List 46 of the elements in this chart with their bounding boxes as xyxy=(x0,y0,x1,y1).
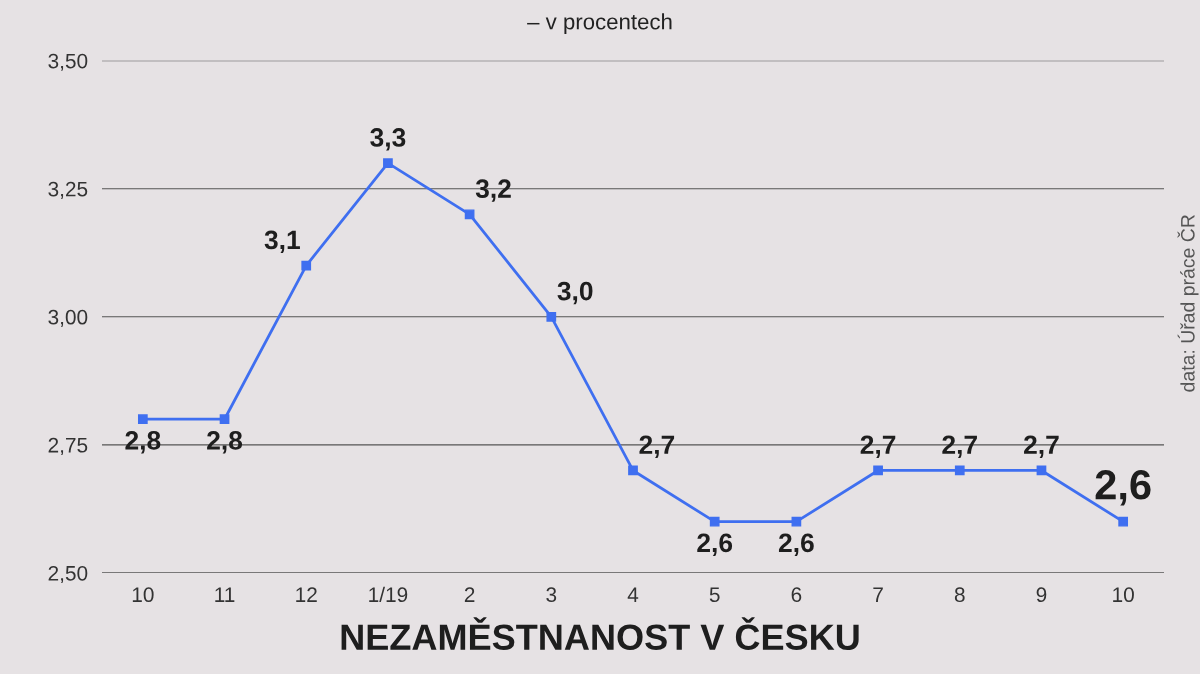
y-tick-label: 3,50 xyxy=(48,53,88,71)
x-tick-label: 9 xyxy=(1036,587,1047,603)
x-tick-label: 1/19 xyxy=(369,586,408,603)
point xyxy=(709,516,720,527)
x-tick-label: 2 xyxy=(464,587,475,602)
x-tick-label: 10 xyxy=(1113,587,1134,603)
data-label: 3,2 xyxy=(475,179,511,202)
point xyxy=(137,414,148,425)
y-tick-label: 2,75 xyxy=(48,437,88,456)
point xyxy=(954,465,965,476)
y-tick-label: 3,25 xyxy=(48,181,88,199)
x-tick-label: 12 xyxy=(296,587,317,602)
data-label: 3,1 xyxy=(264,230,300,254)
text: NEZAMĚSTNANOST V ČESKU xyxy=(341,617,859,651)
x-tick-label: 11 xyxy=(215,587,235,602)
data-label: 2,7 xyxy=(860,435,896,458)
text: data: Úřad práce ČR xyxy=(1177,215,1199,392)
point xyxy=(628,465,638,476)
point xyxy=(791,516,802,527)
data-label: 3,0 xyxy=(557,281,593,305)
x-tick-label: 3 xyxy=(546,587,557,603)
point xyxy=(464,209,475,220)
data-label: 2,6 xyxy=(697,533,733,556)
x-tick-label: 6 xyxy=(791,587,802,603)
chart-subtitle: – v procentech xyxy=(527,13,672,34)
point xyxy=(546,311,557,322)
data-label: 3,3 xyxy=(370,128,406,151)
x-tick-label: 8 xyxy=(954,587,965,603)
x-tick-label: 5 xyxy=(709,587,720,603)
y-tick-label: 2,50 xyxy=(48,565,88,584)
y-tick-label: 3,00 xyxy=(48,309,88,327)
data-label: 2,6 xyxy=(1095,470,1151,506)
data-label: 2,7 xyxy=(942,435,977,458)
data-label: 2,6 xyxy=(778,533,814,556)
data-label: 2,7 xyxy=(639,435,675,458)
data-label: 2,8 xyxy=(125,431,161,454)
point xyxy=(1118,516,1129,527)
point xyxy=(383,158,393,168)
data-label: 2,8 xyxy=(207,431,243,454)
x-tick-label: 4 xyxy=(627,587,639,602)
point xyxy=(873,465,883,476)
point xyxy=(219,414,230,425)
point xyxy=(301,260,312,271)
data-label: 2,7 xyxy=(1024,435,1059,458)
x-tick-label: 7 xyxy=(873,587,883,602)
x-tick-label: 10 xyxy=(132,587,154,603)
